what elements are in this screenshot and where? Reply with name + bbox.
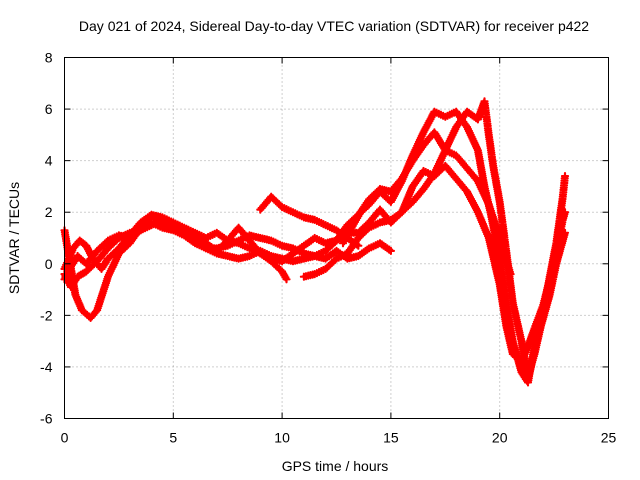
y-tick-label: 6 xyxy=(45,101,53,117)
y-tick-label: 8 xyxy=(45,50,53,66)
x-axis-label: GPS time / hours xyxy=(282,458,389,474)
y-axis-label: SDTVAR / TECUs xyxy=(6,182,22,294)
data-layer xyxy=(60,97,570,387)
series-track-f xyxy=(299,97,570,382)
x-tick-label: 25 xyxy=(601,430,617,446)
x-tick-label: 20 xyxy=(492,430,508,446)
y-tick-label: 4 xyxy=(45,153,53,169)
series-track-g xyxy=(338,128,515,279)
y-tick-label: 0 xyxy=(45,256,53,272)
chart-title: Day 021 of 2024, Sidereal Day-to-day VTE… xyxy=(79,18,589,34)
x-tick-label: 0 xyxy=(61,430,69,446)
x-tick-label: 10 xyxy=(274,430,290,446)
y-tick-label: -2 xyxy=(40,307,53,323)
plot-frame xyxy=(64,57,609,419)
x-tick-label: 5 xyxy=(169,430,177,446)
grid-layer xyxy=(64,57,609,419)
data-points-track-f xyxy=(299,97,570,382)
y-tick-label: 2 xyxy=(45,204,53,220)
y-tick-label: -4 xyxy=(40,359,53,375)
tick-layer: 0 5 10 15 20 25 -6 -4 -2 0 2 4 6 8 xyxy=(40,50,616,446)
x-tick-label: 15 xyxy=(383,430,399,446)
y-tick-label: -6 xyxy=(40,411,53,427)
data-points-track-g xyxy=(338,128,515,279)
